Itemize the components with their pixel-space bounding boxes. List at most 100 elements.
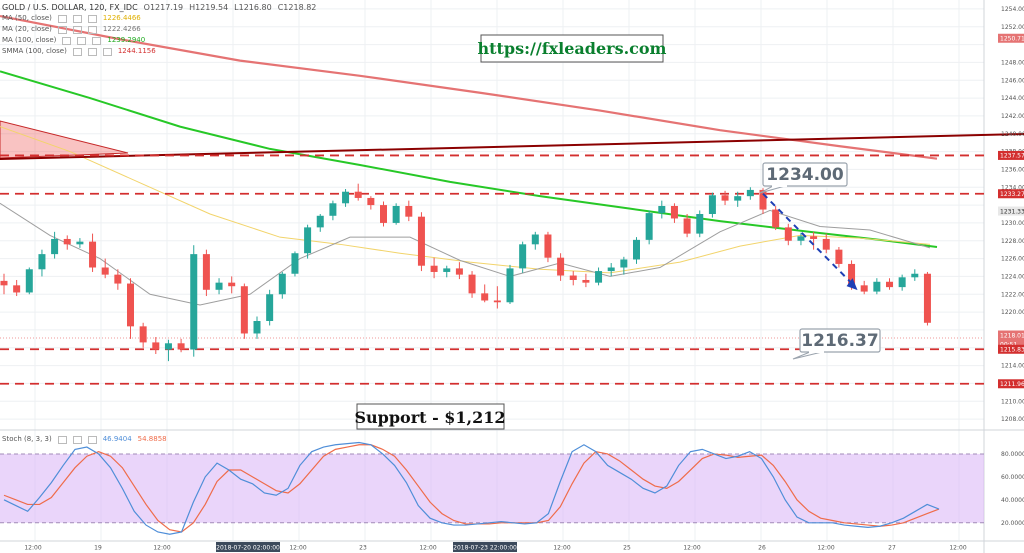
candle-bull [658,205,666,214]
indicator-row-ma100[interactable]: MA (100, close) 1239.2940 [2,35,316,46]
close-icon[interactable] [92,36,102,45]
price-badge [998,339,1024,349]
price-tick-label: 1228.00 [1001,238,1024,245]
candle-bear [127,283,134,327]
close-icon[interactable] [102,47,112,56]
close-icon[interactable] [87,435,97,444]
settings-icon[interactable] [57,25,67,34]
price-badge-label: 1250.71 [1000,36,1024,43]
candle-bull [911,273,919,278]
time-tick-label: 12:00 [949,545,966,552]
settings-icon[interactable] [57,14,67,23]
candle-bear [354,191,362,198]
candle-bear [367,197,375,206]
candle-bull [329,203,337,216]
indicator-value: 1226.4466 [102,14,141,22]
time-tick-label: 12:00 [553,545,570,552]
settings-icon[interactable] [57,435,67,444]
candle-bear [670,205,678,219]
visibility-icon[interactable] [87,47,97,56]
candle-bull [38,254,46,270]
price-tick-label: 1246.00 [1001,77,1024,84]
time-badge [453,542,517,552]
candle-bear [0,280,8,286]
candle-bear [582,279,590,283]
stoch-legend[interactable]: Stoch (8, 3, 3) 46.9404 54.8858 [2,434,167,445]
indicator-label: SMMA (100, close) [2,47,67,55]
indicator-row-smma100[interactable]: SMMA (100, close) 1244.1156 [2,46,316,57]
candle-bear [784,227,792,241]
price-badge [998,206,1024,216]
stoch-band [0,453,984,523]
indicator-label: MA (50, close) [2,14,52,22]
time-badge-label: 2018-07-23 22:00:00 [453,545,517,552]
candle-bear [923,273,931,323]
indicator-row-ma50[interactable]: MA (50, close) 1226.4466 [2,13,316,24]
visibility-icon[interactable] [77,36,87,45]
price-tick-label: 1242.00 [1001,113,1024,120]
candle-bear [13,285,21,293]
close-icon[interactable] [87,25,97,34]
candle-bull [734,196,742,201]
visibility-icon[interactable] [72,25,82,34]
candle-bear [152,342,160,350]
time-tick-label: 12:00 [153,545,170,552]
candle-bear [721,195,729,201]
trend-arrow-head [846,278,858,291]
candle-bull [215,282,223,290]
high-callout-text: 1234.00 [766,165,844,185]
visibility-icon[interactable] [72,435,82,444]
indicator-value: 1244.1156 [117,47,156,55]
low-callout-joint [809,351,824,353]
candle-bear [202,254,210,290]
price-tick-label: 1208.00 [1001,416,1024,423]
candle-bull [797,236,805,241]
candle-bull [531,234,539,245]
settings-icon[interactable] [62,36,72,45]
candle-bear [380,205,387,223]
stoch-k-value: 46.9404 [102,435,132,443]
candle-bull [278,273,286,295]
candle-bull [696,214,704,234]
time-tick-label: 23 [359,545,367,552]
time-tick-label: 12:00 [683,545,700,552]
candle-bull [266,294,274,321]
candle-bear [557,257,565,276]
visibility-icon[interactable] [72,14,82,23]
chart-legend: GOLD / U.S. DOLLAR, 120, FX_IDC O1217.19… [2,2,316,57]
time-tick-label: 12:00 [419,545,436,552]
price-tick-label: 1254.00 [1001,6,1024,13]
candle-bear [177,343,185,350]
symbol-row[interactable]: GOLD / U.S. DOLLAR, 120, FX_IDC O1217.19… [2,2,316,13]
price-tick-label: 1230.00 [1001,220,1024,227]
price-tick-label: 1244.00 [1001,95,1024,102]
ohlc-close: C1218.82 [277,3,317,12]
candle-bear [544,234,552,258]
price-tick-label: 1240.00 [1001,131,1024,138]
candle-bear [810,236,818,239]
ma20-line [0,202,931,306]
indicator-value: 1222.4266 [102,25,141,33]
candle-bear [683,218,691,234]
time-tick-label: 12:00 [817,545,834,552]
stoch-tick-label: 40.0000 [1001,497,1024,504]
candle-bear [228,282,236,287]
price-badge [998,379,1024,389]
candle-bear [63,238,71,245]
stoch-tick-label: 80.0000 [1001,451,1024,458]
candle-bear [481,293,489,301]
close-icon[interactable] [87,14,97,23]
smma100-line [0,14,938,160]
candle-bull [595,271,603,283]
candle-bear [240,286,248,334]
price-badge-label: 1233.27 [1000,191,1024,198]
price-tick-label: 1226.00 [1001,256,1024,263]
indicator-row-ma20[interactable]: MA (20, close) 1222.4266 [2,24,316,35]
support-label-text: Support - $1,212 [354,408,505,427]
stoch-label: Stoch (8, 3, 3) [2,435,52,443]
ma100-line [0,70,938,248]
candle-bear [759,189,767,210]
settings-icon[interactable] [72,47,82,56]
candle-bull [304,227,312,254]
